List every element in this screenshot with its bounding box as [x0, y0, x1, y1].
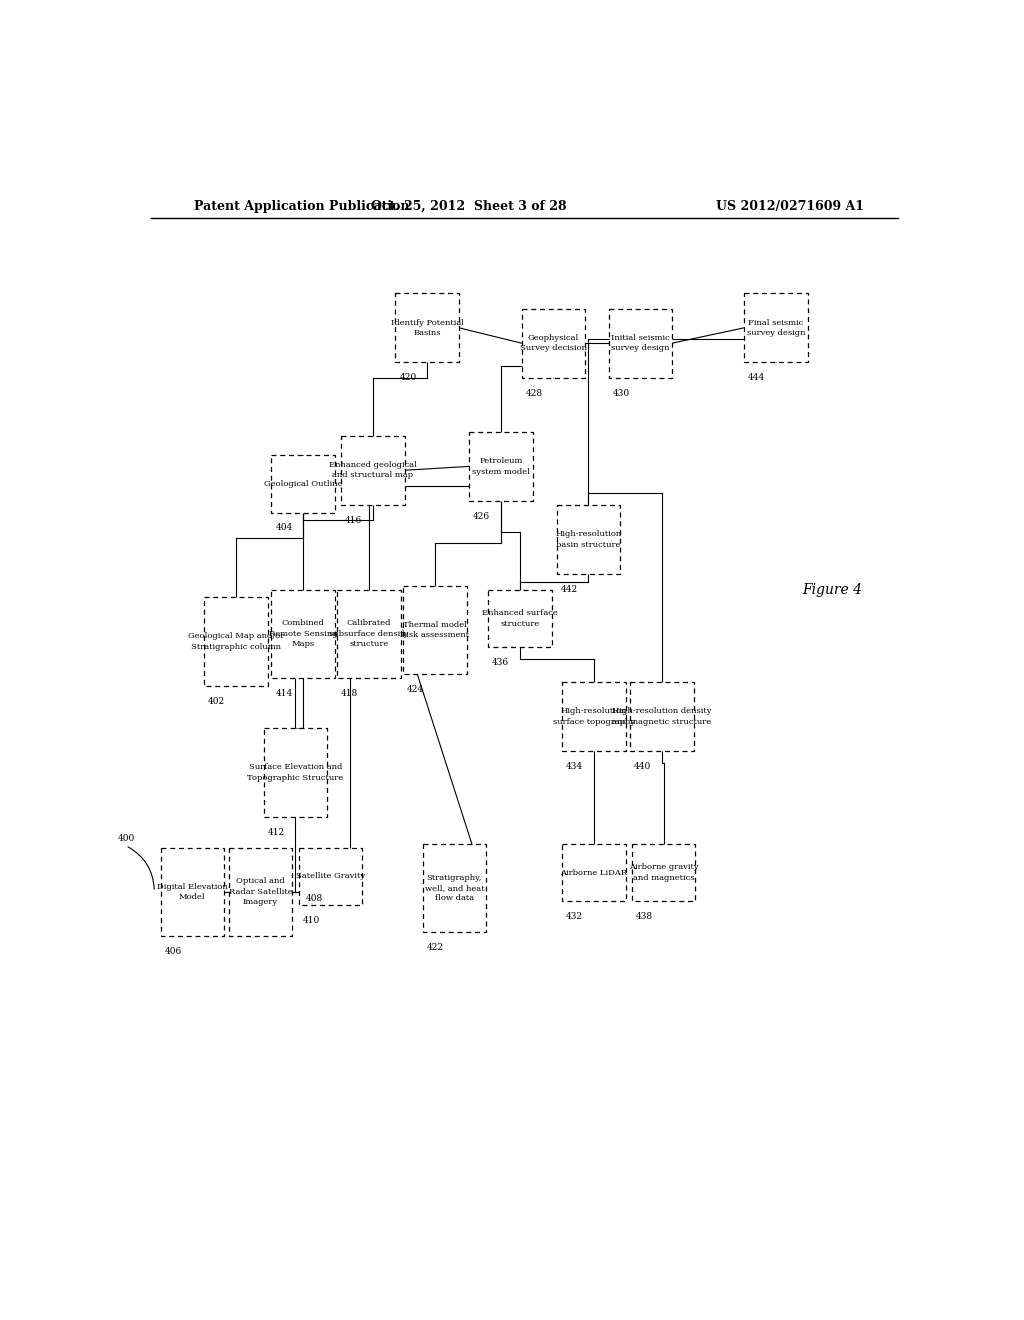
Text: High-resolution
surface topography: High-resolution surface topography [553, 708, 635, 726]
Bar [228, 847, 292, 936]
Text: Geological Map and/or
Stratigraphic column: Geological Map and/or Stratigraphic colu… [187, 632, 284, 651]
Bar [271, 455, 335, 512]
Text: 438: 438 [636, 912, 652, 921]
Bar [271, 590, 335, 678]
Text: Digital Elevation
Model: Digital Elevation Model [157, 883, 227, 902]
Bar [562, 682, 626, 751]
Bar [557, 506, 621, 574]
Bar [488, 590, 552, 647]
Text: Final seismic
survey design: Final seismic survey design [746, 318, 805, 337]
Text: 444: 444 [748, 374, 765, 383]
Bar [630, 682, 693, 751]
Text: Petroleum
system model: Petroleum system model [472, 457, 529, 475]
Bar [161, 847, 224, 936]
Text: 442: 442 [560, 585, 578, 594]
Text: Initial seismic
survey design: Initial seismic survey design [611, 334, 670, 352]
Text: Enhanced surface
structure: Enhanced surface structure [482, 610, 558, 628]
Text: Thermal model
Risk assessment: Thermal model Risk assessment [400, 620, 469, 639]
Text: Enhanced geological
and structural map: Enhanced geological and structural map [329, 461, 417, 479]
Bar [562, 843, 626, 902]
Text: Calibrated
subsurface density
structure: Calibrated subsurface density structure [330, 619, 409, 648]
Text: 406: 406 [165, 946, 181, 956]
Bar [744, 293, 808, 363]
Bar [632, 843, 695, 902]
Text: US 2012/0271609 A1: US 2012/0271609 A1 [716, 199, 864, 213]
Text: Figure 4: Figure 4 [802, 582, 862, 597]
Text: Surface Elevation and
Topographic Structure: Surface Elevation and Topographic Struct… [248, 763, 343, 781]
Text: Geophysical
Survey decision: Geophysical Survey decision [520, 334, 587, 352]
Text: 422: 422 [426, 942, 443, 952]
Text: 436: 436 [493, 659, 509, 667]
Bar [395, 293, 459, 363]
Text: 420: 420 [399, 374, 417, 383]
Bar [204, 597, 267, 686]
Text: High-resolution density
and magnetic structure: High-resolution density and magnetic str… [612, 708, 712, 726]
Text: Airborne LiDAR: Airborne LiDAR [560, 869, 628, 876]
Text: 404: 404 [275, 524, 293, 532]
Text: Combined
Remote Sensing
Maps: Combined Remote Sensing Maps [269, 619, 338, 648]
Text: Identify Potential
Basins: Identify Potential Basins [390, 318, 464, 337]
Text: 414: 414 [275, 689, 293, 698]
Text: 426: 426 [473, 512, 490, 521]
Text: Stratigraphy,
well, and heat
flow data: Stratigraphy, well, and heat flow data [425, 874, 484, 903]
Text: Optical and
Radar Satellite
Imagery: Optical and Radar Satellite Imagery [228, 878, 292, 907]
Bar [608, 309, 672, 378]
Text: Oct. 25, 2012  Sheet 3 of 28: Oct. 25, 2012 Sheet 3 of 28 [371, 199, 567, 213]
Bar [403, 586, 467, 675]
Bar [469, 432, 532, 502]
Bar [263, 729, 328, 817]
Text: 440: 440 [634, 762, 651, 771]
Text: Airborne gravity
and magnetics: Airborne gravity and magnetics [629, 863, 698, 882]
Text: 424: 424 [407, 685, 424, 694]
Text: 416: 416 [345, 516, 362, 524]
Text: 402: 402 [208, 697, 225, 706]
Bar [521, 309, 586, 378]
Text: High-resolution
basin structure: High-resolution basin structure [555, 531, 622, 549]
Bar [299, 847, 362, 906]
Bar [337, 590, 400, 678]
Text: Patent Application Publication: Patent Application Publication [194, 199, 410, 213]
Text: 428: 428 [525, 388, 543, 397]
Text: 434: 434 [566, 762, 583, 771]
Text: 400: 400 [118, 834, 135, 843]
Bar [423, 843, 486, 932]
Text: 418: 418 [341, 689, 358, 698]
Text: 430: 430 [612, 388, 630, 397]
Text: 412: 412 [267, 828, 285, 837]
Text: 432: 432 [566, 912, 583, 921]
Text: 408: 408 [306, 894, 324, 903]
Text: 410: 410 [302, 916, 319, 925]
Text: Satellite Gravity: Satellite Gravity [296, 873, 365, 880]
Text: Geological Outline: Geological Outline [264, 479, 342, 487]
Bar [341, 436, 404, 506]
